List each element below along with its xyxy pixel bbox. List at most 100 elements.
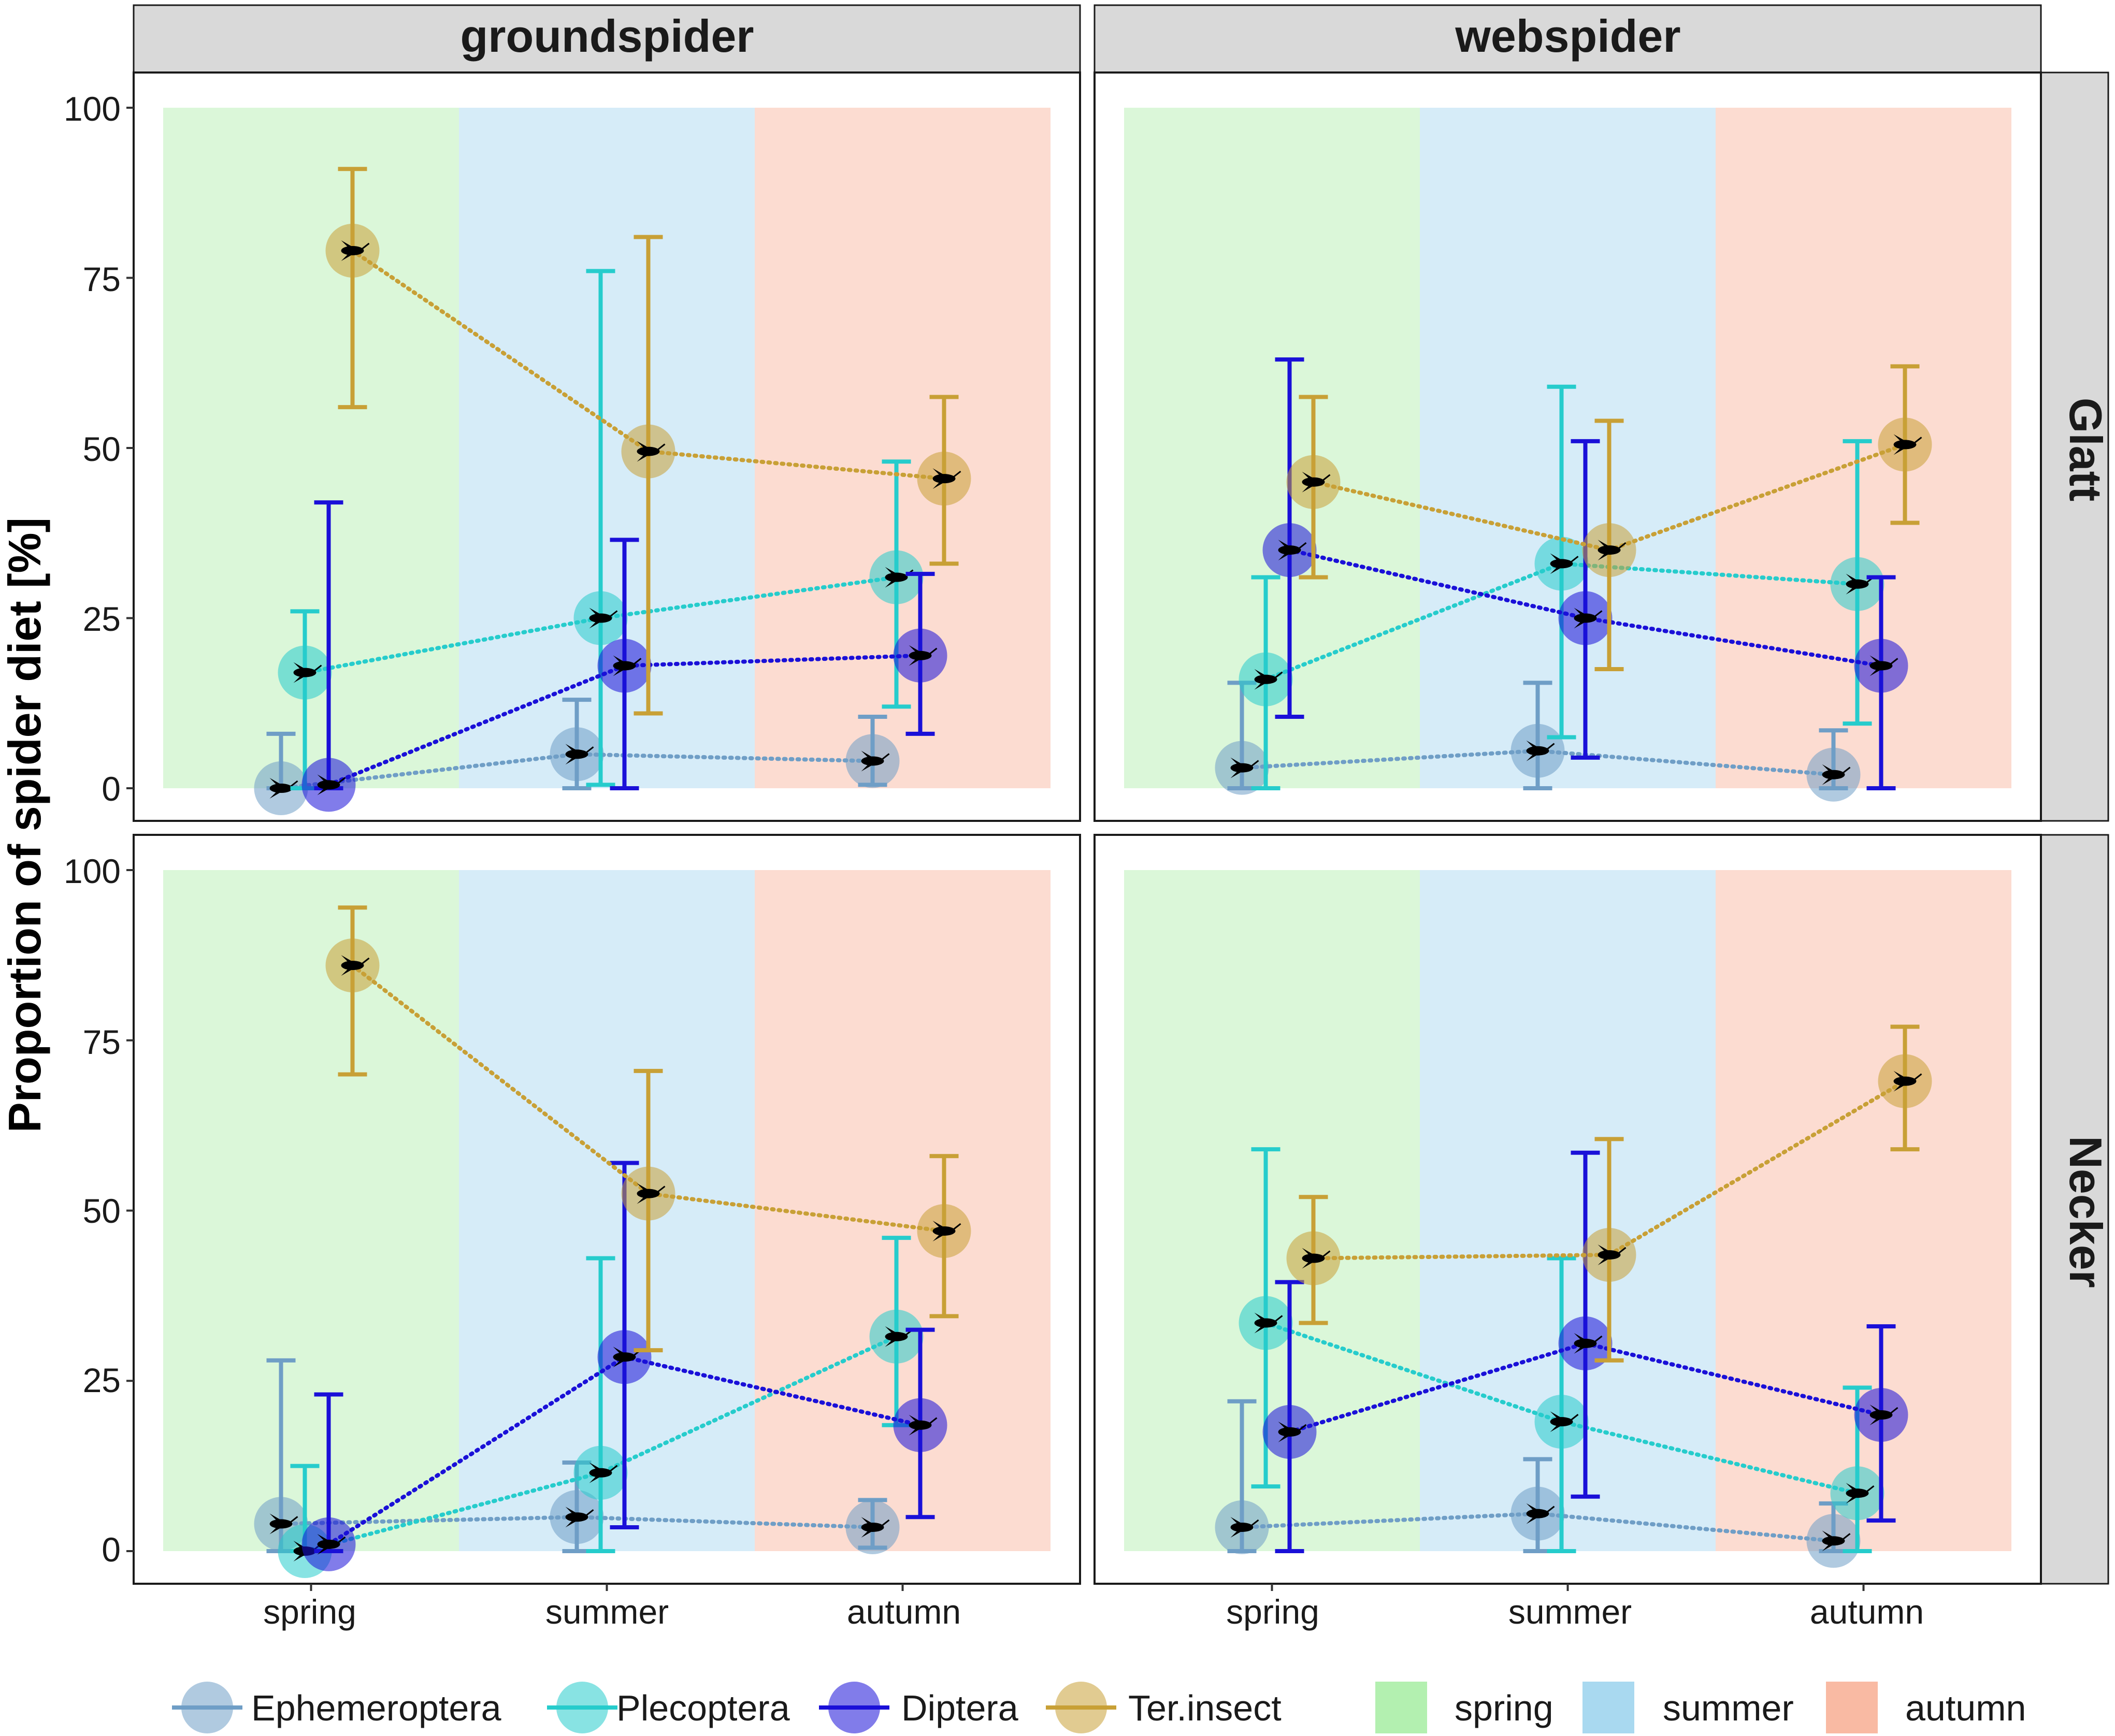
- insect-wings: [565, 1507, 580, 1528]
- insect-body: [932, 1226, 956, 1236]
- insect-icon-webspider-glatt-ephemeroptera-summer: [1526, 740, 1555, 761]
- insect-body: [1526, 1509, 1549, 1518]
- legend: Ephemeroptera Plecoptera Diptera Ter.ins…: [172, 1682, 2026, 1733]
- insect-antenna: [953, 1223, 961, 1231]
- season-background-layer: [163, 108, 2011, 1551]
- insect-icon-groundspider-necker-plecoptera-summer: [589, 1462, 618, 1483]
- insect-body: [317, 1539, 340, 1549]
- insect-antenna: [337, 777, 346, 784]
- insect-body: [1893, 1076, 1917, 1086]
- insect-wings: [909, 1414, 924, 1436]
- insect-icon-webspider-glatt-ter-insect-autumn: [1893, 434, 1922, 455]
- insect-wings: [1302, 1248, 1317, 1269]
- series-webspider-necker-ephemeroptera: [1215, 1399, 1861, 1568]
- insect-icon-webspider-necker-diptera-summer: [1574, 1333, 1603, 1354]
- series-webspider-glatt-plecoptera: [1239, 384, 1884, 790]
- insect-antenna: [1618, 1247, 1627, 1254]
- insect-body: [1893, 440, 1917, 450]
- insect-body: [1230, 763, 1254, 773]
- insect-antenna: [609, 1465, 618, 1472]
- insect-icon-groundspider-glatt-ter-insect-autumn: [932, 468, 961, 489]
- insect-wings: [1869, 655, 1884, 676]
- insect-icon-groundspider-glatt-diptera-spring: [317, 774, 346, 795]
- insect-body: [1846, 1488, 1869, 1498]
- insect-body: [341, 245, 364, 255]
- insect-icon-webspider-necker-ter-insect-summer: [1598, 1244, 1627, 1265]
- panel-frame-layer: [126, 4, 2109, 1591]
- insect-antenna: [1570, 1413, 1579, 1421]
- insect-wings: [637, 1183, 652, 1204]
- data-layer: [254, 167, 1932, 1578]
- insect-icon-webspider-necker-ephemeroptera-summer: [1526, 1503, 1555, 1524]
- insect-body: [1230, 1522, 1254, 1532]
- insect-antenna: [1546, 743, 1555, 750]
- legend-swatch-summer: [1582, 1682, 1634, 1733]
- insect-wings: [1822, 1530, 1837, 1552]
- insect-wings: [1893, 434, 1908, 455]
- series-groundspider-glatt-ephemeroptera: [254, 698, 900, 815]
- strip-label-glatt: Glatt: [2060, 398, 2111, 501]
- season-band-webspider-glatt-summer: [1420, 108, 1716, 788]
- insect-wings: [1278, 1421, 1293, 1442]
- insect-icon-groundspider-necker-ephemeroptera-spring: [269, 1513, 298, 1535]
- insect-icon-groundspider-necker-diptera-spring: [317, 1534, 346, 1555]
- season-band-webspider-glatt-autumn: [1716, 108, 2011, 788]
- insect-antenna: [657, 443, 666, 451]
- insect-antenna: [929, 647, 938, 655]
- insect-antenna: [657, 1185, 666, 1193]
- insect-wings: [1846, 1483, 1861, 1504]
- insect-icon-groundspider-glatt-plecoptera-summer: [589, 607, 618, 629]
- insect-antenna: [929, 1417, 938, 1424]
- insect-antenna: [1594, 1335, 1603, 1343]
- insect-antenna: [585, 1509, 594, 1516]
- insect-icon-groundspider-glatt-ephemeroptera-spring: [269, 778, 298, 799]
- insect-wings: [1598, 540, 1613, 561]
- insect-body: [861, 756, 884, 766]
- y-tick-label-bottom-0: 0: [102, 1530, 121, 1569]
- insect-body: [1869, 661, 1893, 671]
- insect-icon-groundspider-necker-ephemeroptera-autumn: [861, 1516, 890, 1538]
- insect-antenna: [361, 957, 370, 965]
- insect-antenna: [609, 610, 618, 617]
- insect-body: [909, 650, 932, 660]
- legend-key-season-spring: spring: [1375, 1682, 1553, 1733]
- insect-wings: [909, 645, 924, 666]
- series-groundspider-necker-diptera: [301, 1161, 947, 1571]
- insect-body: [932, 474, 956, 484]
- insect-body: [1598, 1250, 1621, 1260]
- insect-wings: [861, 1516, 876, 1538]
- x-tick-label-webspider-summer: summer: [1508, 1593, 1632, 1631]
- insect-body: [1869, 1410, 1893, 1420]
- insect-wings: [1550, 553, 1565, 574]
- insect-icon-groundspider-glatt-diptera-autumn: [909, 645, 938, 666]
- insect-antenna: [1250, 1519, 1259, 1527]
- insect-wings: [1302, 471, 1317, 493]
- insect-antenna: [1274, 671, 1283, 678]
- series-groundspider-glatt-ter-insect: [325, 167, 971, 716]
- insect-icon-webspider-glatt-diptera-spring: [1278, 540, 1307, 561]
- x-tick-label-groundspider-summer: summer: [545, 1593, 669, 1631]
- insect-icon-groundspider-necker-ephemeroptera-summer: [565, 1507, 594, 1528]
- insect-body: [1598, 545, 1621, 555]
- trend-line-groundspider-glatt-plecoptera: [303, 575, 899, 675]
- legend-key-season-summer: summer: [1582, 1682, 1794, 1733]
- legend-label-diptera: Diptera: [901, 1688, 1018, 1728]
- insect-wings: [269, 1513, 284, 1535]
- insect-icon-webspider-necker-diptera-spring: [1278, 1421, 1307, 1442]
- insect-antenna: [1842, 766, 1851, 774]
- legend-key-season-autumn: autumn: [1826, 1682, 2026, 1733]
- insect-wings: [341, 955, 356, 976]
- insect-wings: [269, 778, 284, 799]
- insect-wings: [589, 1462, 604, 1483]
- insect-antenna: [1594, 610, 1603, 617]
- insect-icon-webspider-glatt-ter-insect-summer: [1598, 540, 1627, 561]
- insect-body: [1574, 613, 1597, 623]
- insect-icon-webspider-necker-plecoptera-autumn: [1846, 1483, 1875, 1504]
- legend-label-ephemeroptera: Ephemeroptera: [251, 1688, 501, 1728]
- insect-antenna: [1866, 1485, 1875, 1493]
- insect-wings: [293, 662, 308, 683]
- insect-antenna: [1546, 1506, 1555, 1513]
- legend-key-diptera: Diptera: [819, 1682, 1018, 1733]
- insect-wings: [1254, 669, 1269, 690]
- insect-body: [637, 1189, 660, 1198]
